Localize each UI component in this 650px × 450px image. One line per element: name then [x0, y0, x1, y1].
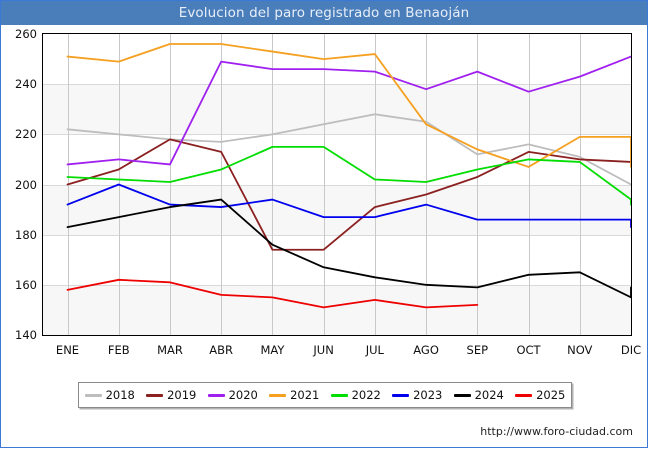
legend-item-2018[interactable]: 2018 [84, 388, 135, 402]
series-lines [66, 43, 631, 309]
gridline-vertical [631, 34, 632, 335]
legend-swatch-icon [515, 393, 533, 397]
gridline-vertical [477, 34, 478, 335]
gridline-vertical [529, 34, 530, 335]
legend-item-2021[interactable]: 2021 [269, 388, 319, 402]
series-line-2018 [66, 113, 631, 186]
gridline-vertical [324, 34, 325, 335]
plot-area: 140 160 180 200 220 240 260 ENE FEB MAR ABR MAY JUN… [1, 25, 647, 357]
series-line-2025 [66, 278, 479, 309]
source-url: http://www.foro-ciudad.com [480, 425, 633, 438]
legend-label: 2018 [105, 388, 135, 402]
x-axis-tick-label: ENE [55, 343, 80, 357]
x-axis-tick-label: JUL [365, 343, 384, 357]
legend-item-2022[interactable]: 2022 [330, 388, 381, 402]
legend-swatch-icon [84, 393, 102, 397]
legend-swatch-icon [453, 393, 471, 397]
plot-band [43, 84, 631, 135]
series-line-2020 [66, 55, 631, 166]
x-axis-tick-label: DIC [620, 343, 642, 357]
series-line-2022 [66, 145, 631, 206]
y-axis-tick-label: 160 [15, 277, 37, 292]
x-axis-tick-label: JUN [313, 343, 334, 357]
gridline-horizontal [43, 185, 631, 186]
x-axis-tick-label: MAR [157, 343, 183, 357]
x-axis-tick-label: OCT [516, 343, 541, 357]
legend-item-2023[interactable]: 2023 [392, 388, 442, 402]
x-axis-tick-label: AGO [413, 343, 439, 357]
legend-item-2019[interactable]: 2019 [146, 388, 196, 402]
plot-canvas [42, 33, 632, 336]
gridline-vertical [272, 34, 273, 335]
legend-swatch-icon [207, 393, 225, 397]
legend-label: 2024 [474, 388, 504, 402]
plot-band [43, 284, 631, 335]
series-line-2023 [66, 183, 631, 229]
gridline-horizontal [43, 285, 631, 286]
x-axis-tick-label: FEB [107, 343, 130, 357]
legend-label: 2025 [536, 388, 566, 402]
y-axis-tick-label: 140 [15, 328, 37, 342]
legend-label: 2023 [413, 388, 443, 402]
x-axis-tick-label: NOV [567, 343, 593, 357]
x-axis-tick-label: SEP [466, 343, 489, 357]
gridline-horizontal [43, 134, 631, 135]
y-axis-tick-label: 260 [15, 27, 37, 41]
legend-item-2024[interactable]: 2024 [453, 388, 504, 402]
y-axis-tick-label: 200 [15, 177, 37, 192]
x-axis-tick-label: ABR [209, 343, 234, 357]
legend-label: 2019 [167, 388, 197, 402]
legend-label: 2020 [228, 388, 258, 402]
y-axis-tick-label: 220 [15, 127, 37, 142]
gridline-vertical [426, 34, 427, 335]
legend-label: 2021 [290, 388, 320, 402]
gridline-vertical [221, 34, 222, 335]
x-axis-tick-label: MAY [260, 343, 285, 357]
legend-swatch-icon [330, 393, 348, 397]
gridline-vertical [170, 34, 171, 335]
chart-legend: 2018 2019 2020 2021 2022 2023 2024 2025 [78, 382, 572, 408]
gridline-horizontal [43, 84, 631, 85]
gridline-vertical [375, 34, 376, 335]
gridline-horizontal [43, 235, 631, 236]
legend-swatch-icon [392, 393, 410, 397]
legend-item-2020[interactable]: 2020 [207, 388, 258, 402]
series-line-2019 [66, 138, 631, 251]
legend-swatch-icon [146, 393, 164, 397]
series-line-2024 [66, 198, 631, 299]
y-axis-tick-label: 240 [15, 77, 37, 92]
gridline-vertical [580, 34, 581, 335]
legend-item-2025[interactable]: 2025 [515, 388, 565, 402]
chart-title-bar: Evolucion del paro registrado en Benaojá… [1, 1, 647, 25]
legend-label: 2022 [351, 388, 381, 402]
legend-swatch-icon [269, 393, 287, 397]
y-axis-tick-label: 180 [15, 227, 37, 242]
series-line-2021 [66, 43, 631, 168]
page-title: Evolucion del paro registrado en Benaojá… [178, 5, 470, 21]
